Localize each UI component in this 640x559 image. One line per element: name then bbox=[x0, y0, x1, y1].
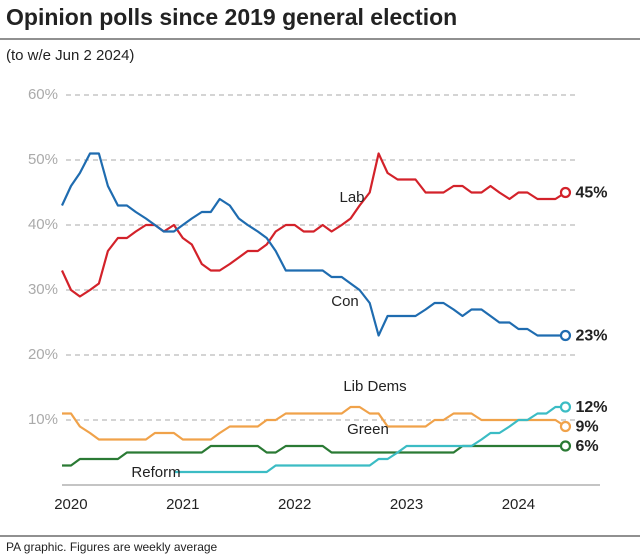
series-line bbox=[61, 152, 567, 298]
series-line bbox=[62, 405, 567, 441]
y-tick-label: 40% bbox=[28, 216, 58, 233]
end-label: 9% bbox=[575, 419, 598, 436]
chart-title: Opinion polls since 2019 general electio… bbox=[6, 4, 457, 30]
chart-subtitle: (to w/e Jun 2 2024) bbox=[6, 47, 134, 64]
x-tick-label: 2024 bbox=[502, 496, 535, 513]
x-tick-label: 2021 bbox=[166, 496, 199, 513]
series-label: Con bbox=[331, 293, 359, 310]
end-label: 12% bbox=[575, 399, 607, 416]
y-tick-label: 10% bbox=[28, 411, 58, 428]
series-line bbox=[61, 152, 566, 337]
series-line bbox=[173, 405, 566, 474]
series-label: Green bbox=[347, 421, 389, 438]
y-tick-label: 20% bbox=[28, 346, 58, 363]
end-marker bbox=[559, 329, 572, 342]
x-tick-label: 2022 bbox=[278, 496, 311, 513]
footer: PA graphic. Figures are weekly average bbox=[6, 540, 218, 554]
series-label: Reform bbox=[131, 464, 180, 481]
y-tick-label: 50% bbox=[28, 151, 58, 168]
end-label: 45% bbox=[575, 185, 607, 202]
end-marker bbox=[559, 420, 572, 433]
series-label: Lab bbox=[339, 189, 364, 206]
x-tick-label: 2020 bbox=[54, 496, 87, 513]
end-label: 23% bbox=[575, 328, 607, 345]
end-marker bbox=[559, 186, 572, 199]
series-label: Lib Dems bbox=[343, 378, 406, 395]
series-line bbox=[62, 444, 566, 467]
y-tick-label: 60% bbox=[28, 86, 58, 103]
x-tick-label: 2023 bbox=[390, 496, 423, 513]
end-label: 6% bbox=[575, 438, 598, 455]
end-marker bbox=[559, 401, 572, 413]
end-marker bbox=[559, 440, 572, 452]
y-tick-label: 30% bbox=[28, 281, 58, 298]
